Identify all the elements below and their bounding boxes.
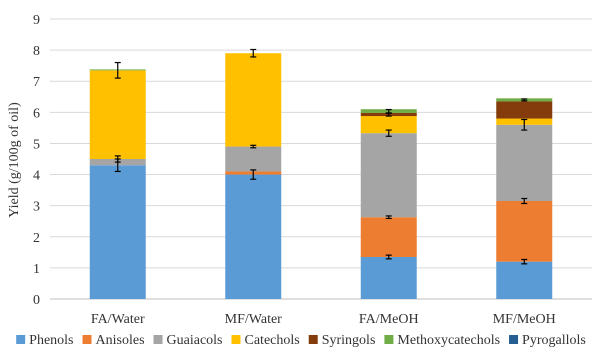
bar-segment [496, 124, 553, 201]
bar-segment [360, 217, 417, 257]
error-bar [114, 155, 121, 163]
legend-label: Phenols [29, 333, 73, 348]
error-bar [385, 254, 392, 260]
legend-item: Anisoles [82, 333, 145, 348]
x-tick-label: FA/Water [91, 312, 145, 327]
legend-label: Anisoles [96, 333, 145, 348]
legend-label: Methoxycatechols [397, 333, 500, 348]
error-bars [114, 48, 528, 265]
legend-item: Catechols [231, 333, 300, 348]
legend-swatch [153, 335, 163, 344]
y-axis-title: Yield (g/100g of oil) [7, 102, 22, 218]
legend-swatch [231, 335, 241, 344]
legend-label: Pyrogallols [522, 333, 586, 348]
y-tick-label: 2 [33, 231, 40, 246]
y-tick-label: 0 [33, 293, 40, 308]
legend-swatch [509, 335, 519, 344]
error-bar [385, 108, 392, 114]
legend-item: Methoxycatechols [384, 333, 500, 348]
x-tick-label: MF/MeOH [493, 312, 556, 327]
error-bar [250, 144, 257, 149]
y-tick-label: 8 [33, 44, 40, 59]
bar-segment [496, 261, 553, 299]
y-tick-label: 7 [33, 75, 40, 90]
y-tick-label: 9 [33, 13, 40, 28]
x-tick-label: FA/MeOH [359, 312, 419, 327]
legend-label: Guaiacols [167, 333, 223, 348]
y-tick-label: 4 [33, 169, 40, 184]
legend-swatch [16, 335, 26, 344]
axes: 0 1 2 3 4 5 6 7 8 9 FA/Water MF/Water FA/MeOH MF/MeOH [33, 13, 556, 327]
legend-item: Guaiacols [153, 333, 223, 348]
error-bar [521, 98, 528, 102]
legend-item: Pyrogallols [509, 333, 586, 348]
bar-segment [225, 146, 282, 172]
bars [89, 53, 553, 299]
legend-swatch [384, 335, 394, 344]
legend-swatch [308, 335, 318, 344]
legend-label: Catechols [245, 333, 300, 348]
y-tick-label: 1 [33, 262, 40, 277]
bar-segment [225, 53, 282, 147]
bar-segment [360, 257, 417, 299]
bar-segment [89, 70, 146, 159]
legend-item: Syringols [308, 333, 376, 348]
y-tick-label: 3 [33, 200, 40, 215]
legend-item: Phenols [16, 333, 74, 348]
legend-label: Syringols [322, 333, 376, 348]
legend-swatch [82, 335, 92, 344]
error-bar [114, 61, 121, 79]
bar-segment [89, 165, 146, 299]
y-tick-label: 6 [33, 106, 40, 121]
y-tick-label: 5 [33, 137, 40, 152]
error-bar [250, 169, 257, 180]
x-tick-label: MF/Water [225, 312, 283, 327]
error-bar [521, 118, 528, 131]
legend: Phenols Anisoles Guaiacols Catechols Syringo… [16, 333, 586, 348]
bar-segment [360, 116, 417, 134]
error-bar [385, 215, 392, 220]
bar-segment [360, 133, 417, 218]
error-bar [250, 48, 257, 58]
error-bar [521, 197, 528, 205]
bar-segment [496, 101, 553, 119]
bar-segment [496, 201, 553, 262]
error-bar [385, 129, 392, 137]
error-bar [521, 258, 528, 265]
bar-segment [225, 174, 282, 299]
